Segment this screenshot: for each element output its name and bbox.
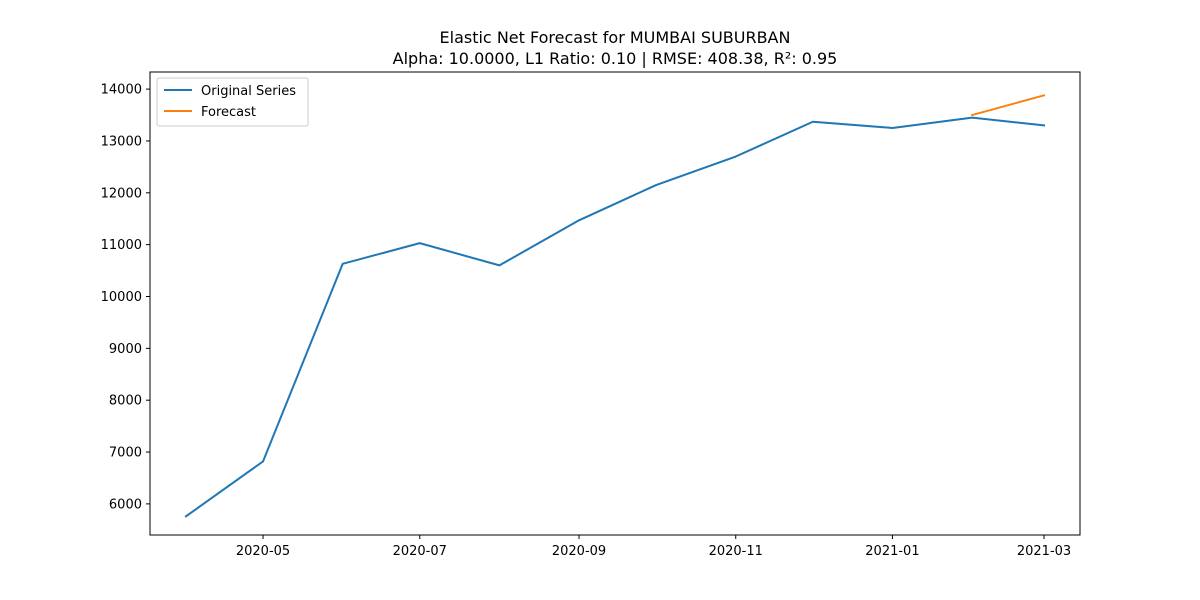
y-tick-label: 6000 (109, 497, 142, 512)
series-line-forecast (970, 94, 1046, 117)
x-tick-label: 2020-07 (393, 544, 447, 559)
y-tick-label: 7000 (109, 446, 142, 461)
axes-layer: 6000 7000 8000 9000 10000 11000 12000 13000 1400… (101, 71, 1081, 559)
y-tick-label: 10000 (101, 290, 142, 305)
y-tick-label: 12000 (101, 186, 142, 201)
legend: Original Series Forecast (156, 77, 309, 127)
series-line-original (184, 116, 1046, 518)
chart-subtitle: Alpha: 10.0000, L1 Ratio: 0.10 | RMSE: 4… (393, 49, 838, 68)
legend-box (156, 77, 309, 127)
x-tick-label: 2021-01 (865, 544, 919, 559)
y-tick-label: 14000 (101, 83, 142, 98)
legend-label-original: Original Series (201, 84, 296, 99)
x-tick-label: 2021-03 (1017, 544, 1071, 559)
y-tick-label: 9000 (109, 342, 142, 357)
y-tick-label: 11000 (101, 238, 142, 253)
x-tick-label: 2020-05 (236, 544, 290, 559)
x-tick-label: 2020-09 (552, 544, 606, 559)
y-tick-label: 13000 (101, 134, 142, 149)
plot-frame (149, 71, 1081, 536)
chart-title: Elastic Net Forecast for MUMBAI SUBURBAN (440, 28, 791, 47)
lines-layer (184, 94, 1046, 518)
x-tick-label: 2020-11 (709, 544, 763, 559)
legend-label-forecast: Forecast (201, 105, 256, 120)
y-tick-label: 8000 (109, 394, 142, 409)
